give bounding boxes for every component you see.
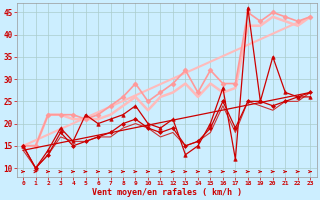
X-axis label: Vent moyen/en rafales ( km/h ): Vent moyen/en rafales ( km/h )	[92, 188, 242, 197]
